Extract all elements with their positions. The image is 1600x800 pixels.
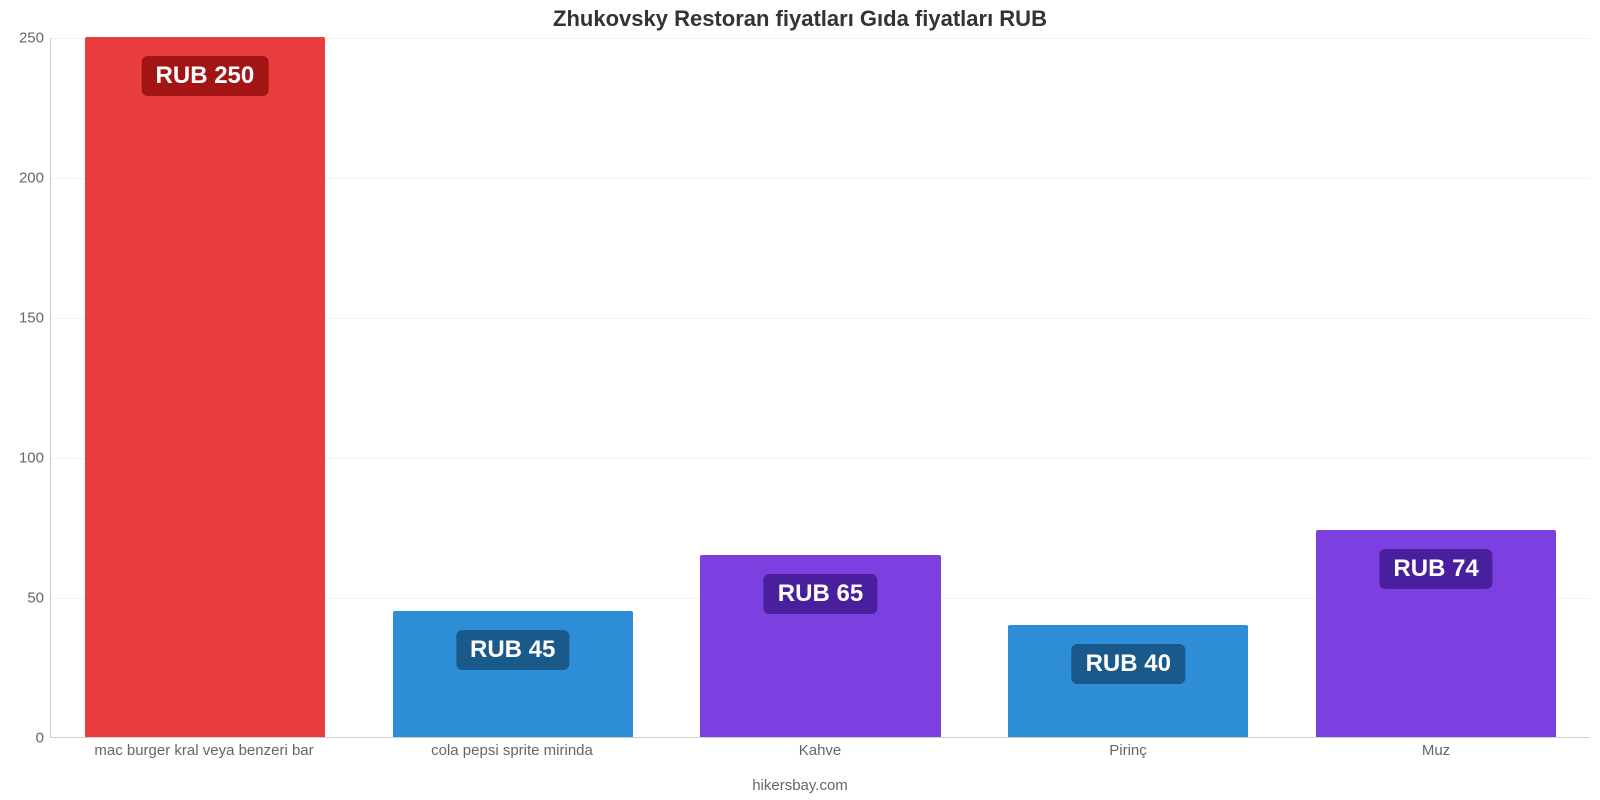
y-tick-label: 100 — [0, 450, 44, 467]
bar-slot: RUB 65 — [667, 38, 975, 737]
x-tick-label: Kahve — [666, 742, 974, 759]
y-tick-label: 250 — [0, 30, 44, 47]
bar-slot: RUB 40 — [974, 38, 1282, 737]
value-badge: RUB 250 — [142, 56, 269, 96]
bar-slot: RUB 74 — [1282, 38, 1590, 737]
x-tick-label: Pirinç — [974, 742, 1282, 759]
bar-slot: RUB 250 — [51, 38, 359, 737]
value-badge: RUB 74 — [1379, 549, 1492, 589]
y-tick-label: 50 — [0, 590, 44, 607]
chart-title: Zhukovsky Restoran fiyatları Gıda fiyatl… — [0, 6, 1600, 32]
bars-container: RUB 250 RUB 45 RUB 65 RUB 40 RUB 74 — [51, 38, 1590, 737]
y-tick-label: 200 — [0, 170, 44, 187]
value-badge: RUB 40 — [1072, 644, 1185, 684]
x-tick-label: Muz — [1282, 742, 1590, 759]
attribution-text: hikersbay.com — [0, 777, 1600, 794]
x-tick-label: mac burger kral veya benzeri bar — [50, 742, 358, 759]
x-tick-label: cola pepsi sprite mirinda — [358, 742, 666, 759]
value-badge: RUB 65 — [764, 574, 877, 614]
y-tick-label: 0 — [0, 730, 44, 747]
x-axis-labels: mac burger kral veya benzeri barcola pep… — [50, 742, 1590, 759]
value-badge: RUB 45 — [456, 630, 569, 670]
bar — [85, 37, 325, 737]
bar-slot: RUB 45 — [359, 38, 667, 737]
plot-area: RUB 250 RUB 45 RUB 65 RUB 40 RUB 74 — [50, 38, 1590, 738]
y-tick-label: 150 — [0, 310, 44, 327]
price-bar-chart: Zhukovsky Restoran fiyatları Gıda fiyatl… — [0, 0, 1600, 800]
